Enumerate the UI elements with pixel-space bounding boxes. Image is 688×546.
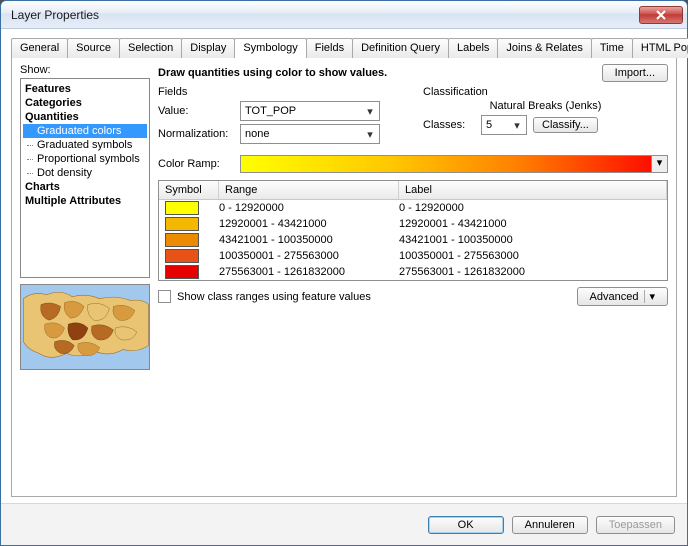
cell-label: 43421001 - 100350000 <box>399 234 667 246</box>
right-column: Draw quantities using color to show valu… <box>158 64 668 490</box>
symbol-swatch <box>165 249 199 263</box>
tree-category[interactable]: Features <box>23 82 147 96</box>
symbol-swatch <box>165 233 199 247</box>
cell-range: 0 - 12920000 <box>219 202 399 214</box>
tab-general[interactable]: General <box>11 38 68 58</box>
heading-row: Draw quantities using color to show valu… <box>158 64 668 82</box>
header-range[interactable]: Range <box>219 181 399 199</box>
show-ranges-checkbox[interactable] <box>158 290 171 303</box>
tab-symbology[interactable]: Symbology <box>234 38 306 58</box>
tab-labels[interactable]: Labels <box>448 38 498 58</box>
symbology-panel: Show: FeaturesCategoriesQuantitiesGradua… <box>11 58 677 497</box>
cell-range: 43421001 - 100350000 <box>219 234 399 246</box>
advanced-button[interactable]: Advanced ▾ <box>577 287 668 306</box>
normalization-combo[interactable]: none ▾ <box>240 124 380 144</box>
left-column: Show: FeaturesCategoriesQuantitiesGradua… <box>20 64 150 490</box>
tab-definition-query[interactable]: Definition Query <box>352 38 449 58</box>
value-label: Value: <box>158 105 234 117</box>
cell-label: 275563001 - 1261832000 <box>399 266 667 278</box>
classes-combo[interactable]: 5 ▾ <box>481 115 527 135</box>
cancel-button[interactable]: Annuleren <box>512 516 588 534</box>
show-label: Show: <box>20 64 150 76</box>
import-button[interactable]: Import... <box>602 64 668 82</box>
tree-item[interactable]: Graduated colors <box>23 124 147 138</box>
close-icon <box>656 10 666 20</box>
classify-button[interactable]: Classify... <box>533 117 598 133</box>
below-grid-row: Show class ranges using feature values A… <box>158 287 668 306</box>
normalization-combo-value: none <box>245 128 363 140</box>
tree-item[interactable]: Proportional symbols <box>23 152 147 166</box>
header-label[interactable]: Label <box>399 181 667 199</box>
symbol-swatch <box>165 265 199 279</box>
advanced-button-label: Advanced <box>590 291 639 303</box>
chevron-down-icon: ▾ <box>644 290 655 303</box>
classification-method: Natural Breaks (Jenks) <box>423 100 668 112</box>
fields-section: Fields Value: TOT_POP ▾ Normalization: n <box>158 86 403 147</box>
ok-button[interactable]: OK <box>428 516 504 534</box>
tree-category[interactable]: Charts <box>23 180 147 194</box>
classes-label: Classes: <box>423 119 475 131</box>
cell-label: 100350001 - 275563000 <box>399 250 667 262</box>
classes-combo-value: 5 <box>486 119 510 131</box>
chevron-down-icon: ▾ <box>363 105 377 118</box>
chevron-down-icon: ▾ <box>651 156 667 172</box>
grid-body: 0 - 129200000 - 1292000012920001 - 43421… <box>159 200 667 280</box>
cell-label: 12920001 - 43421000 <box>399 218 667 230</box>
titlebar[interactable]: Layer Properties <box>1 1 687 29</box>
tab-html-popup[interactable]: HTML Popup <box>632 38 688 58</box>
grid-header: Symbol Range Label <box>159 181 667 200</box>
fields-legend: Fields <box>158 86 403 98</box>
tree-item[interactable]: Dot density <box>23 166 147 180</box>
dialog-footer: OK Annuleren Toepassen <box>1 503 687 545</box>
window-title: Layer Properties <box>11 8 639 22</box>
grid-row[interactable]: 12920001 - 4342100012920001 - 43421000 <box>159 216 667 232</box>
cell-range: 12920001 - 43421000 <box>219 218 399 230</box>
color-ramp-label: Color Ramp: <box>158 158 234 170</box>
layer-properties-window: Layer Properties GeneralSourceSelectionD… <box>0 0 688 546</box>
tab-strip: GeneralSourceSelectionDisplaySymbologyFi… <box>11 37 677 58</box>
color-ramp-combo[interactable]: ▾ <box>240 155 668 173</box>
heading-text: Draw quantities using color to show valu… <box>158 67 387 79</box>
tab-display[interactable]: Display <box>181 38 235 58</box>
map-preview-svg <box>21 285 149 369</box>
color-ramp-row: Color Ramp: ▾ <box>158 155 668 173</box>
value-combo-value: TOT_POP <box>245 105 363 117</box>
classification-legend: Classification <box>423 86 668 98</box>
tab-joins-relates[interactable]: Joins & Relates <box>497 38 591 58</box>
dialog-content: GeneralSourceSelectionDisplaySymbologyFi… <box>1 29 687 503</box>
chevron-down-icon: ▾ <box>510 119 524 132</box>
tab-selection[interactable]: Selection <box>119 38 182 58</box>
grid-row[interactable]: 275563001 - 1261832000275563001 - 126183… <box>159 264 667 280</box>
map-preview <box>20 284 150 370</box>
cell-label: 0 - 12920000 <box>399 202 667 214</box>
grid-row[interactable]: 100350001 - 275563000100350001 - 2755630… <box>159 248 667 264</box>
symbol-swatch <box>165 217 199 231</box>
symbol-swatch <box>165 201 199 215</box>
header-symbol[interactable]: Symbol <box>159 181 219 199</box>
grid-row[interactable]: 0 - 129200000 - 12920000 <box>159 200 667 216</box>
tree-category[interactable]: Quantities <box>23 110 147 124</box>
tree-item[interactable]: Graduated symbols <box>23 138 147 152</box>
class-grid: Symbol Range Label 0 - 129200000 - 12920… <box>158 180 668 281</box>
tab-fields[interactable]: Fields <box>306 38 353 58</box>
tab-time[interactable]: Time <box>591 38 633 58</box>
classification-section: Classification Natural Breaks (Jenks) Cl… <box>423 86 668 147</box>
tab-source[interactable]: Source <box>67 38 120 58</box>
tree-category[interactable]: Categories <box>23 96 147 110</box>
normalization-label: Normalization: <box>158 128 234 140</box>
tree-category[interactable]: Multiple Attributes <box>23 194 147 208</box>
chevron-down-icon: ▾ <box>363 128 377 141</box>
fields-classification-row: Fields Value: TOT_POP ▾ Normalization: n <box>158 82 668 147</box>
show-ranges-label: Show class ranges using feature values <box>177 291 371 303</box>
grid-row[interactable]: 43421001 - 10035000043421001 - 100350000 <box>159 232 667 248</box>
cell-range: 275563001 - 1261832000 <box>219 266 399 278</box>
apply-button[interactable]: Toepassen <box>596 516 675 534</box>
value-combo[interactable]: TOT_POP ▾ <box>240 101 380 121</box>
cell-range: 100350001 - 275563000 <box>219 250 399 262</box>
close-button[interactable] <box>639 6 683 24</box>
renderer-tree[interactable]: FeaturesCategoriesQuantitiesGraduated co… <box>20 78 150 278</box>
